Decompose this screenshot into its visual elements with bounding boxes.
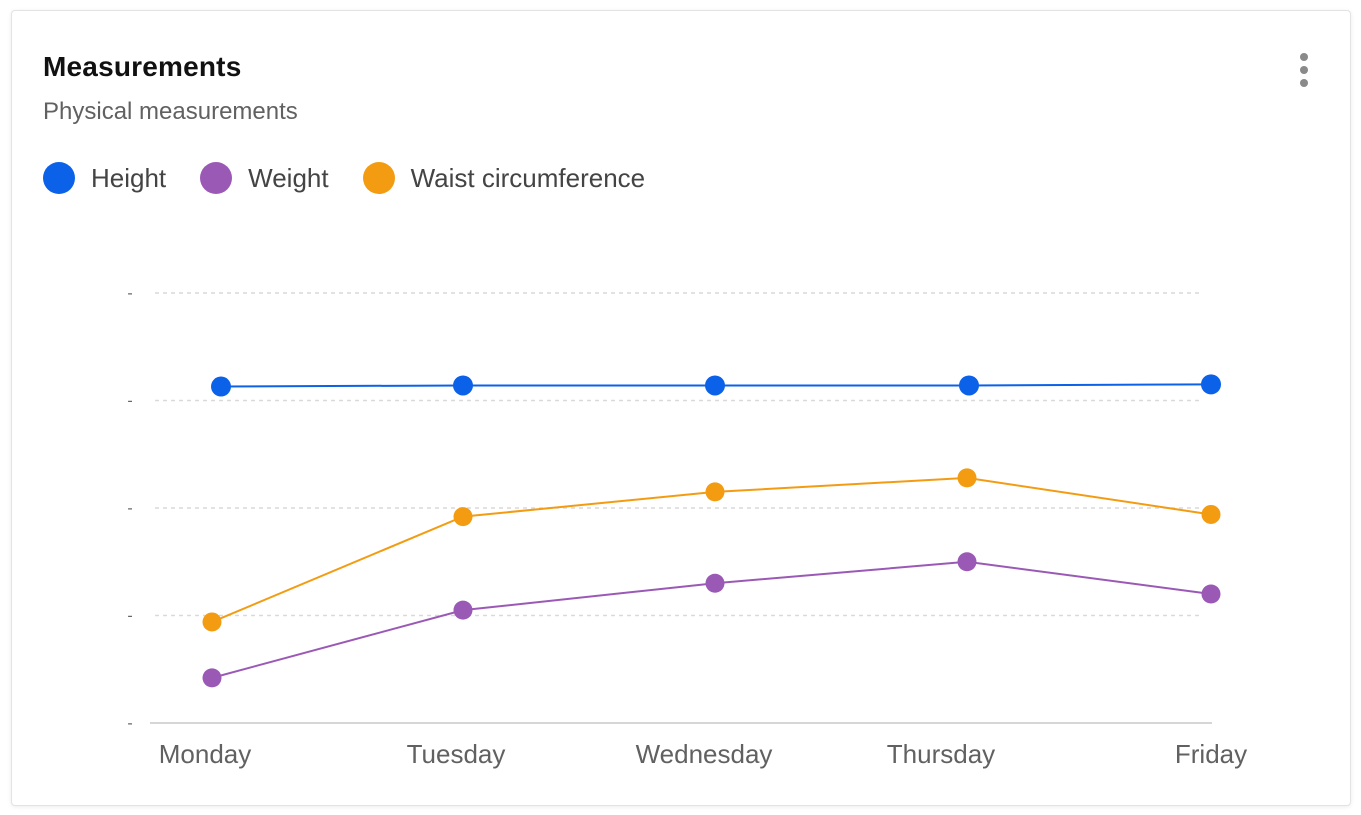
data-point-weight [705,573,725,593]
data-point-waist-circumference [1201,504,1221,524]
data-point-height [1201,374,1221,395]
data-point-weight [202,668,222,688]
legend-item-weight[interactable]: Weight [200,162,329,194]
legend-item-waist-circumference[interactable]: Waist circumference [362,162,646,194]
legend-label-weight: Weight [248,162,329,193]
x-tick-label: Monday [159,739,252,769]
x-tick-label: Wednesday [636,739,773,769]
data-point-waist-circumference [957,468,977,488]
x-tick-label: Friday [1175,739,1247,769]
x-tick-label: Tuesday [407,739,506,769]
data-point-weight [957,552,977,572]
data-point-height [705,375,725,396]
data-point-waist-circumference [705,482,725,502]
y-tick-label: - [127,715,132,732]
legend-swatch-height [43,162,75,194]
data-point-weight [453,600,473,620]
data-point-waist-circumference [202,612,222,632]
measurements-card: Measurements Physical measurements Heigh… [11,10,1351,806]
y-tick-label: - [127,285,132,302]
data-point-height [453,375,473,396]
chart-legend: Height Weight Waist circumference [43,161,679,195]
legend-item-height[interactable]: Height [43,162,166,194]
legend-label-height: Height [91,162,167,193]
legend-swatch-waist-circumference [362,162,395,194]
data-point-waist-circumference [453,507,473,527]
legend-swatch-weight [200,162,233,194]
more-vertical-icon[interactable] [1292,49,1316,91]
data-point-weight [1201,584,1221,604]
y-tick-label: - [127,393,132,410]
x-tick-label: Thursday [887,739,995,769]
data-point-height [211,376,231,397]
card-subtitle: Physical measurements [43,98,298,125]
data-point-height [959,375,979,396]
legend-label-waist-circumference: Waist circumference [410,162,646,193]
card-title: Measurements [43,51,242,82]
y-tick-label: - [127,608,132,625]
y-tick-label: - [127,500,132,517]
